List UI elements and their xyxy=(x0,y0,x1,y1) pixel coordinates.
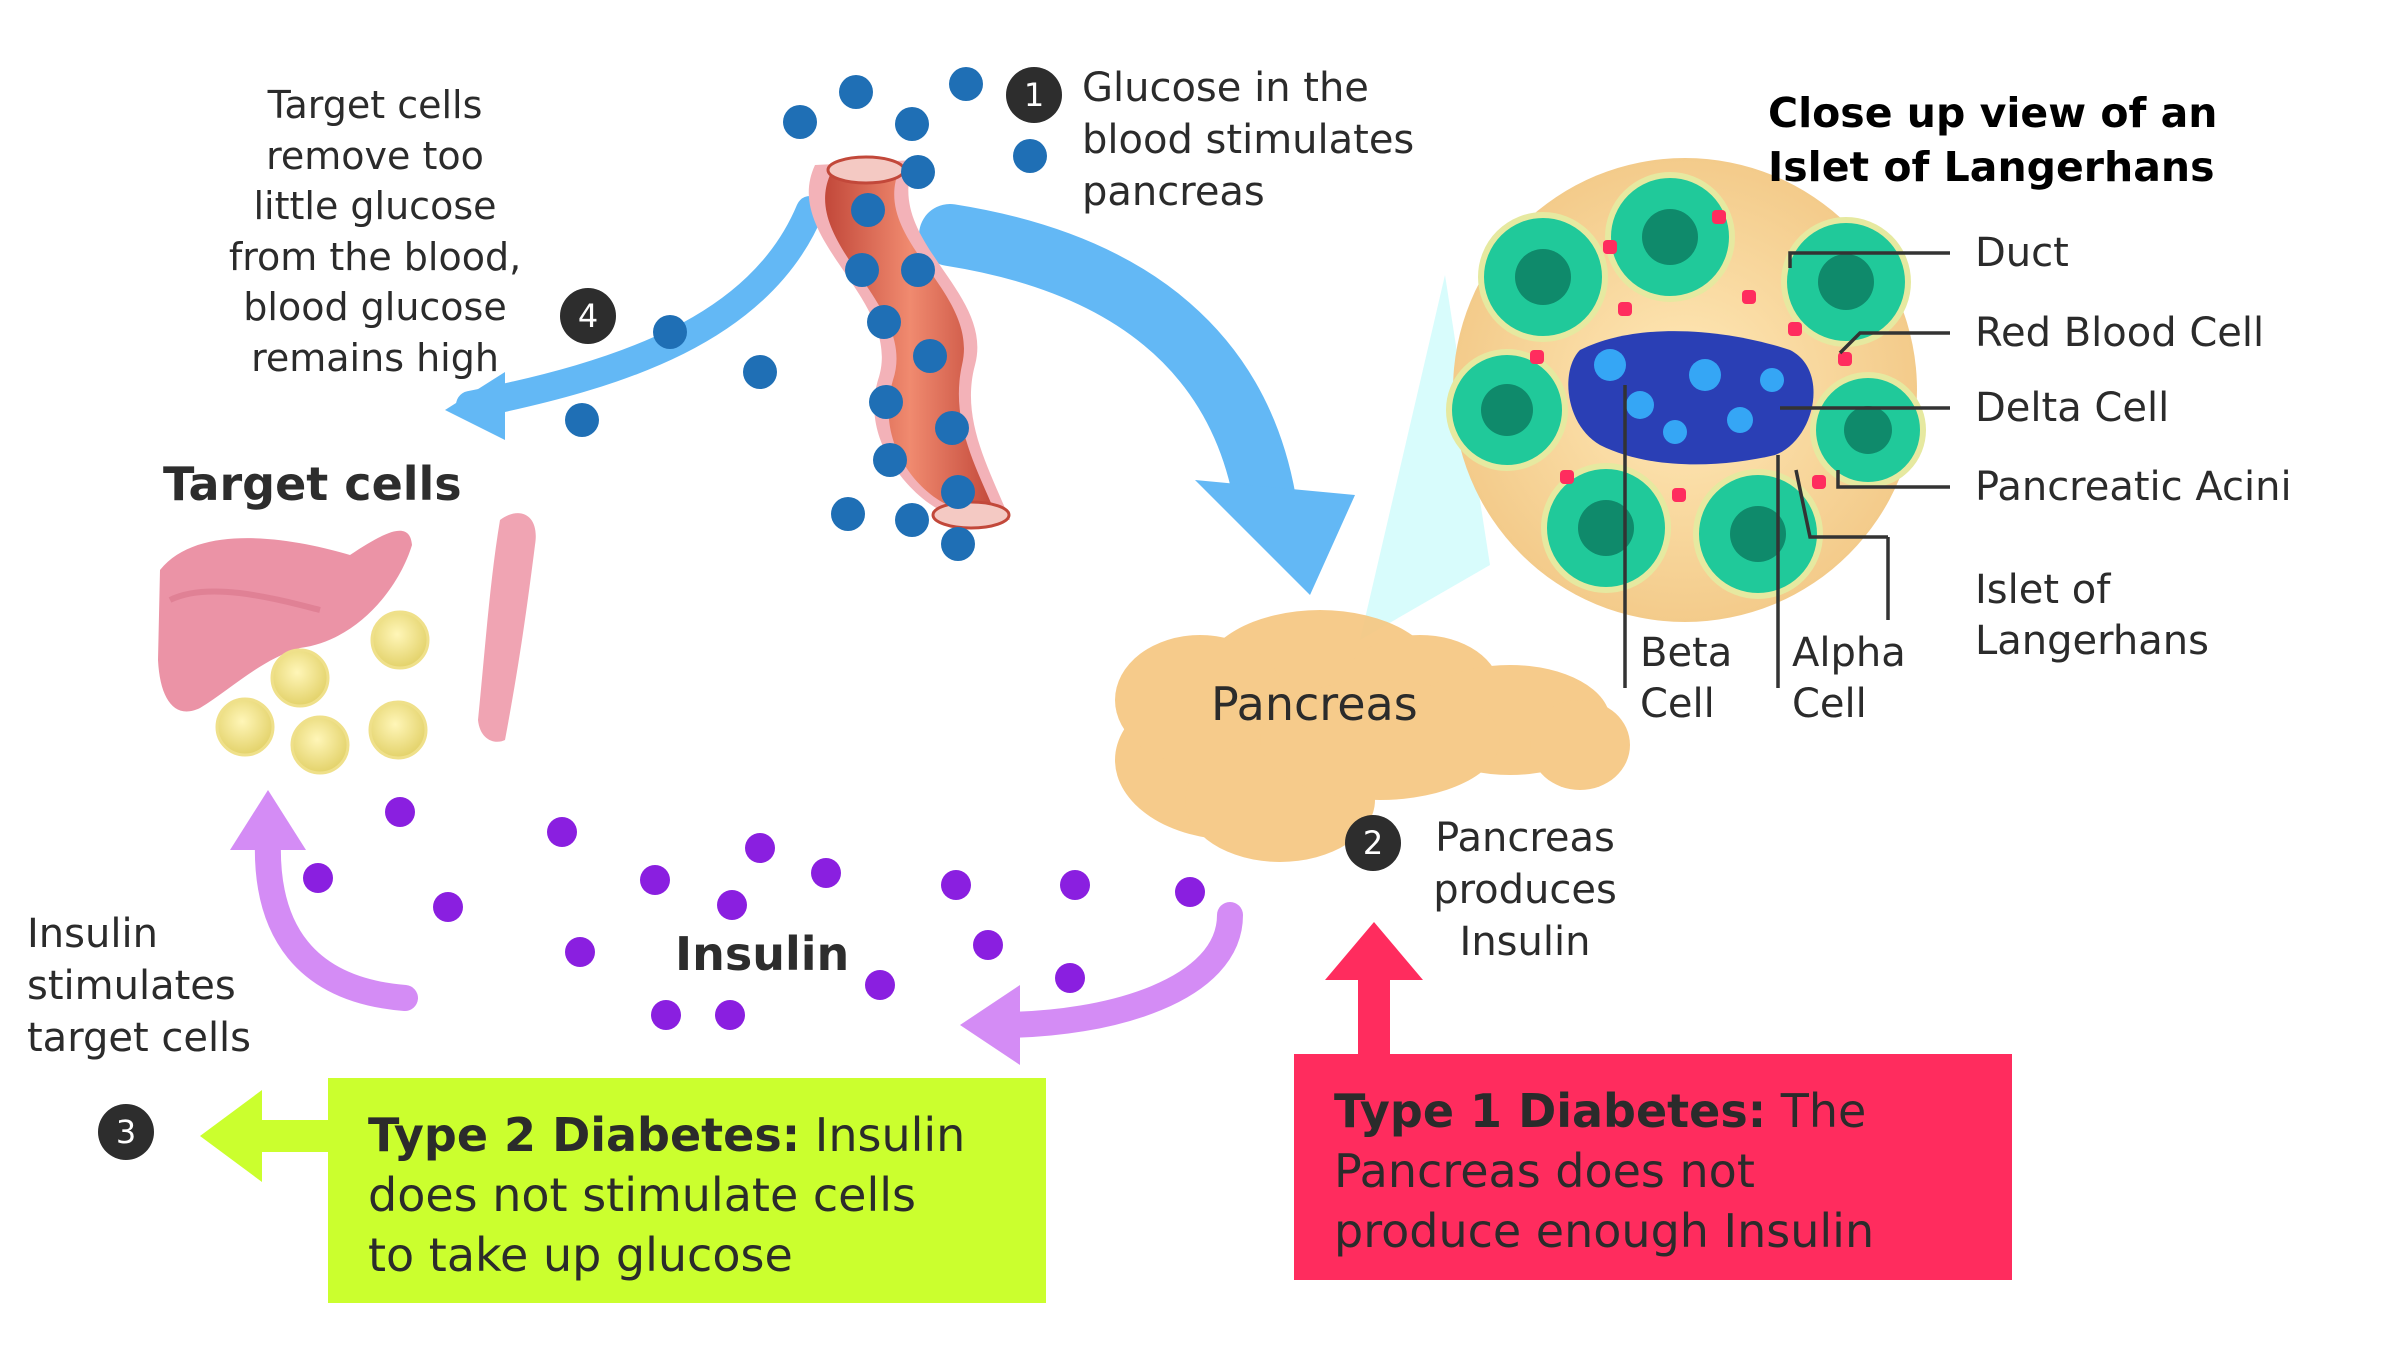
step-3-text: Insulin stimulates target cells xyxy=(27,911,252,1061)
islet-label-alpha-cell: Alpha Cell xyxy=(1792,630,1906,728)
muscle-cell xyxy=(478,513,536,742)
step-2-badge: 2 xyxy=(1345,815,1401,871)
type2-arrow-head xyxy=(200,1090,262,1182)
type1-text: The Pancreas does not produce enough Ins… xyxy=(1334,1084,1875,1258)
step-1-badge: 1 xyxy=(1006,67,1062,123)
islet-cluster xyxy=(1568,331,1814,465)
pancreas-organ xyxy=(1115,610,1630,862)
pancreas-label: Pancreas xyxy=(1211,677,1418,731)
blood-to-pancreas-arrowhead xyxy=(1195,480,1355,595)
type1-arrow-head xyxy=(1325,922,1423,980)
step-4-text: Target cells remove too little glucose f… xyxy=(228,83,522,380)
insulin-to-target-arrow xyxy=(254,827,418,1011)
target-cells-heading: Target cells xyxy=(163,457,462,511)
islet-leader-lines xyxy=(1623,251,1950,688)
islet-label-pancreatic-acini: Pancreatic Acini xyxy=(1975,464,2292,510)
islet-title: Close up view of an Islet of Langerhans xyxy=(1768,89,2218,192)
insulin-heading: Insulin xyxy=(675,927,850,981)
step-3-badge: 3 xyxy=(98,1104,154,1160)
step-1-text: Glucose in the blood stimulates pancreas xyxy=(1082,65,1415,215)
blood-to-target-arrowhead xyxy=(445,372,505,440)
type1-arrow-shaft xyxy=(1358,975,1390,1060)
islet-label-red-blood-cell: Red Blood Cell xyxy=(1975,310,2265,356)
islet-illustration xyxy=(1446,158,1926,622)
insulin-to-target-arrowhead xyxy=(230,790,306,850)
type1-diabetes-box: Type 1 Diabetes: The Pancreas does not p… xyxy=(1294,1054,2012,1280)
type1-title: Type 1 Diabetes: xyxy=(1334,1084,1767,1138)
islet-label-beta-cell: Beta Cell xyxy=(1640,630,1733,728)
blood-to-pancreas-arrow xyxy=(919,204,1296,531)
type2-arrow-shaft xyxy=(260,1120,330,1152)
pancreas-to-insulin-arrow xyxy=(987,902,1243,1038)
type2-text: Insulin does not stimulate cells to take… xyxy=(368,1108,966,1282)
glucose-molecules xyxy=(565,67,1047,561)
step-4-badge: 4 xyxy=(560,288,616,344)
fat-cells xyxy=(215,610,430,775)
liver-cell xyxy=(158,530,412,712)
islet-label-duct: Duct xyxy=(1975,230,2069,276)
step-2-text: Pancreas produces Insulin xyxy=(1433,815,1617,965)
islet-label-delta-cell: Delta Cell xyxy=(1975,385,2170,431)
islet-label-islet-of-langerhans: Islet of Langerhans xyxy=(1975,567,2209,665)
type2-title: Type 2 Diabetes: xyxy=(368,1108,801,1162)
insulin-molecules xyxy=(303,797,1205,1030)
pancreas-to-insulin-arrowhead xyxy=(960,985,1020,1065)
type2-diabetes-box: Type 2 Diabetes: Insulin does not stimul… xyxy=(328,1078,1046,1303)
